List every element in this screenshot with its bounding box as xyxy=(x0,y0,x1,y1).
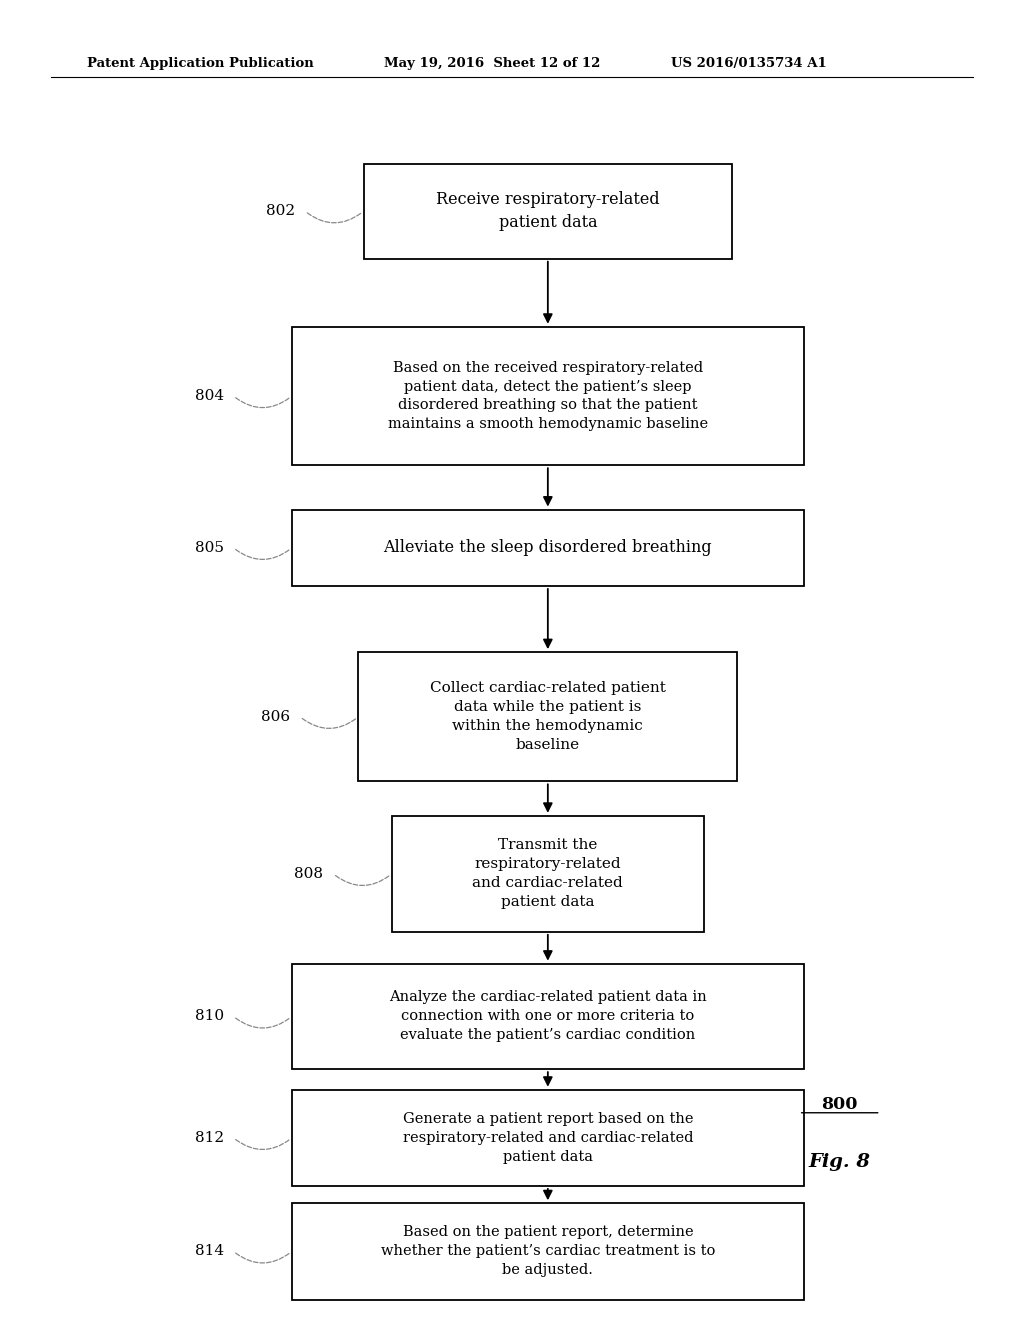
Text: 800: 800 xyxy=(821,1096,858,1113)
FancyBboxPatch shape xyxy=(358,652,737,781)
Text: 814: 814 xyxy=(195,1245,223,1258)
Text: Receive respiratory-related
patient data: Receive respiratory-related patient data xyxy=(436,191,659,231)
Text: Transmit the
respiratory-related
and cardiac-related
patient data: Transmit the respiratory-related and car… xyxy=(472,838,624,909)
Text: Analyze the cardiac-related patient data in
connection with one or more criteria: Analyze the cardiac-related patient data… xyxy=(389,990,707,1043)
Text: 802: 802 xyxy=(266,205,295,218)
FancyBboxPatch shape xyxy=(292,964,804,1069)
Text: 804: 804 xyxy=(195,389,223,403)
Text: 812: 812 xyxy=(195,1131,223,1144)
FancyBboxPatch shape xyxy=(292,327,804,466)
Text: 806: 806 xyxy=(261,710,290,723)
FancyBboxPatch shape xyxy=(292,510,804,586)
Text: Generate a patient report based on the
respiratory-related and cardiac-related
p: Generate a patient report based on the r… xyxy=(402,1111,693,1164)
Text: Alleviate the sleep disordered breathing: Alleviate the sleep disordered breathing xyxy=(384,540,712,556)
Text: US 2016/0135734 A1: US 2016/0135734 A1 xyxy=(671,57,826,70)
Text: Fig. 8: Fig. 8 xyxy=(809,1152,870,1171)
FancyBboxPatch shape xyxy=(292,1089,804,1185)
Text: 810: 810 xyxy=(195,1010,223,1023)
FancyBboxPatch shape xyxy=(364,164,732,259)
Text: Patent Application Publication: Patent Application Publication xyxy=(87,57,313,70)
Text: Based on the received respiratory-related
patient data, detect the patient’s sle: Based on the received respiratory-relate… xyxy=(388,360,708,432)
FancyBboxPatch shape xyxy=(392,816,705,932)
Text: May 19, 2016  Sheet 12 of 12: May 19, 2016 Sheet 12 of 12 xyxy=(384,57,600,70)
Text: Collect cardiac-related patient
data while the patient is
within the hemodynamic: Collect cardiac-related patient data whi… xyxy=(430,681,666,752)
FancyBboxPatch shape xyxy=(292,1204,804,1299)
Text: Based on the patient report, determine
whether the patient’s cardiac treatment i: Based on the patient report, determine w… xyxy=(381,1225,715,1278)
Text: 808: 808 xyxy=(295,867,324,880)
Text: 805: 805 xyxy=(195,541,223,554)
